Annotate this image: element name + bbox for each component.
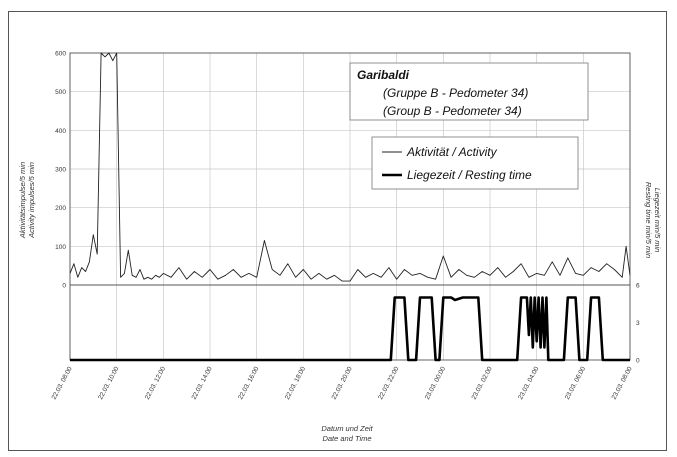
y-left-label-de: Aktivitätsimpulse/5 min [18,162,27,239]
x-tick-label: 22.03. 12:00 [144,365,167,401]
y-right-tick-label: 3 [636,320,640,327]
resting-series-line [70,296,630,362]
chart-subtitle-en: (Group B - Pedometer 34) [383,104,522,118]
x-tick-label: 22.03. 08:00 [51,365,74,401]
title-box [349,62,589,121]
x-tick-label: 22.03. 22:00 [377,365,400,401]
y-right-tick-label: 6 [636,283,640,290]
series-layer [69,52,631,362]
x-tick-label: 22.03. 18:00 [284,365,307,401]
y-left-tick-label: 200 [55,205,66,212]
y-left-tick-label: 100 [55,244,66,251]
x-tick-label: 23.03. 06:00 [564,365,587,401]
x-label-de: Datum und Zeit [321,424,373,433]
x-tick-label: 23.03. 04:00 [517,365,540,401]
x-tick-label: 22.03. 20:00 [331,365,354,401]
y-right-label-en: Resting time min/5 min [644,182,653,258]
y-left-tick-label: 300 [55,167,66,174]
y-left-label-en: Activity impulses/5 min [27,162,36,239]
y-left-tick-label: 600 [55,51,66,58]
x-tick-label: 23.03. 00:00 [424,365,447,401]
legend-label-resting: Liegezeit / Resting time [407,168,532,182]
x-tick-label: 22.03. 14:00 [191,365,214,401]
y-left-tick-label: 500 [55,89,66,96]
chart-title: Garibaldi [357,68,410,82]
x-label-en: Date and Time [322,434,371,443]
x-tick-label: 23.03. 02:00 [471,365,494,401]
y-left-tick-label: 400 [55,128,66,135]
activity-series-line [69,52,631,282]
x-tick-label: 23.03. 08:00 [611,365,634,401]
legend-label-activity: Aktivität / Activity [406,145,498,159]
y-right-label-de: Liegezeit min/5 min [653,188,662,253]
legend-box [371,136,579,190]
y-left-tick-label: 0 [62,283,66,290]
x-tick-label: 22.03. 16:00 [237,365,260,401]
x-tick-label: 22.03. 10:00 [97,365,120,401]
y-right-tick-label: 0 [636,358,640,365]
chart-subtitle-de: (Gruppe B - Pedometer 34) [383,86,528,100]
